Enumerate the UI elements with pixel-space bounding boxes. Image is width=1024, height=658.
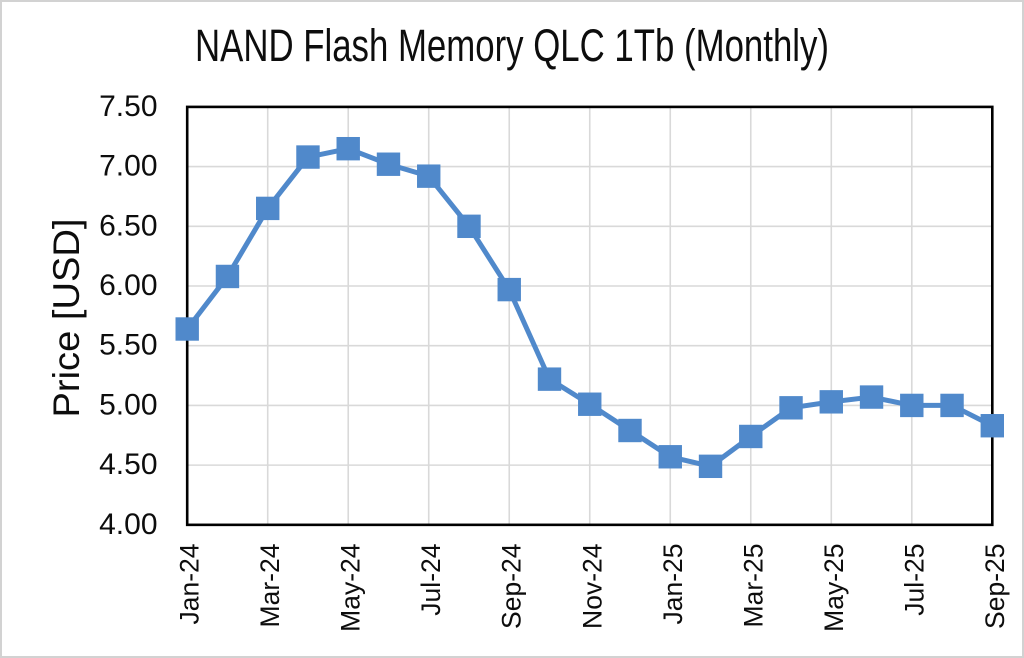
svg-text:Mar-24: Mar-24 — [255, 544, 285, 628]
svg-text:4.50: 4.50 — [99, 448, 157, 481]
svg-text:6.00: 6.00 — [99, 269, 157, 302]
svg-text:7.00: 7.00 — [99, 150, 157, 183]
svg-text:Nov-24: Nov-24 — [577, 544, 607, 629]
svg-text:Jul-24: Jul-24 — [416, 544, 446, 616]
svg-text:May-25: May-25 — [819, 544, 849, 632]
svg-text:Price [USD]: Price [USD] — [46, 219, 87, 418]
svg-text:Sep-24: Sep-24 — [497, 544, 527, 629]
svg-text:Sep-25: Sep-25 — [980, 544, 1010, 629]
svg-text:7.50: 7.50 — [99, 90, 157, 123]
svg-text:4.00: 4.00 — [99, 508, 157, 541]
svg-text:Jul-25: Jul-25 — [899, 544, 929, 616]
svg-text:5.00: 5.00 — [99, 388, 157, 421]
svg-text:6.50: 6.50 — [99, 209, 157, 242]
svg-text:Jan-25: Jan-25 — [658, 544, 688, 625]
svg-text:NAND Flash Memory QLC 1Tb (Mon: NAND Flash Memory QLC 1Tb (Monthly) — [195, 20, 829, 71]
svg-text:May-24: May-24 — [336, 544, 366, 632]
svg-text:5.50: 5.50 — [99, 329, 157, 362]
svg-text:Mar-25: Mar-25 — [738, 544, 768, 628]
svg-text:Jan-24: Jan-24 — [175, 544, 205, 625]
